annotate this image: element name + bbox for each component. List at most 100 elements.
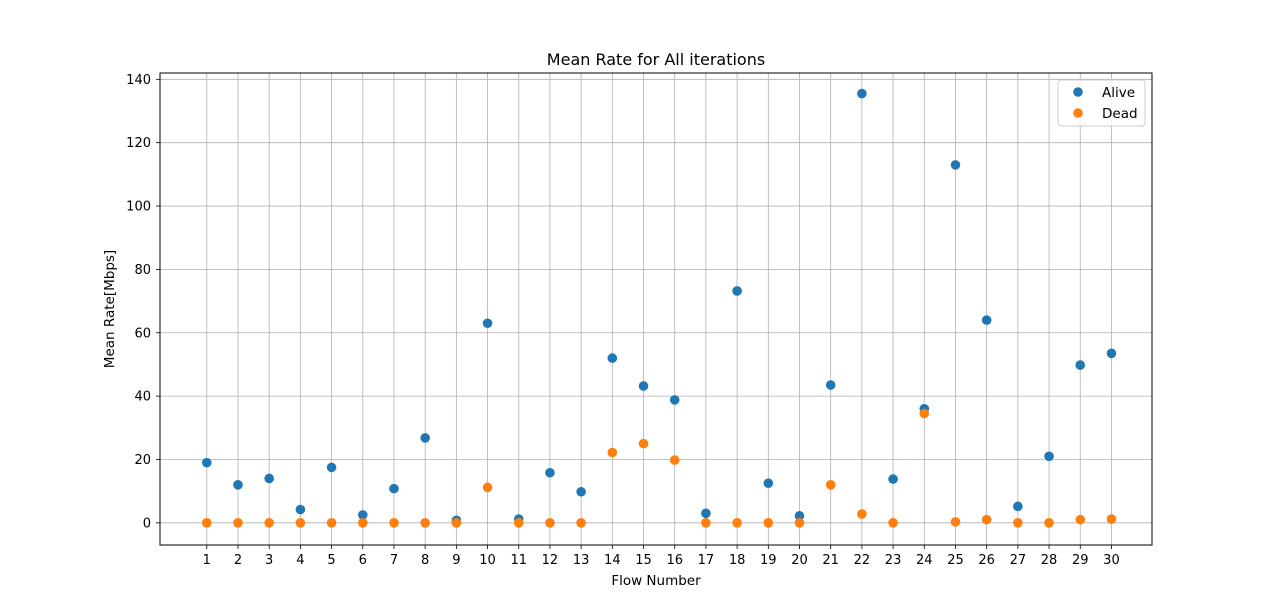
x-tick-label: 5 bbox=[327, 553, 335, 568]
dead-point bbox=[513, 518, 524, 528]
x-tick-label: 18 bbox=[729, 553, 746, 568]
alive-point bbox=[669, 395, 680, 405]
grid-lines bbox=[160, 73, 1152, 545]
x-tick-label: 27 bbox=[1010, 553, 1027, 568]
y-tick-label: 40 bbox=[134, 390, 151, 405]
dead-point bbox=[919, 408, 930, 419]
y-tick-label: 20 bbox=[134, 453, 151, 468]
y-axis-label: Mean Rate[Mbps] bbox=[102, 250, 118, 368]
dead-point bbox=[607, 447, 618, 458]
x-tick-label: 10 bbox=[479, 553, 496, 568]
alive-point bbox=[576, 486, 586, 497]
x-tick-label: 24 bbox=[916, 553, 933, 568]
dead-point bbox=[1044, 518, 1054, 528]
alive-point bbox=[950, 160, 961, 170]
alive-point bbox=[857, 88, 867, 99]
alive-point bbox=[545, 467, 555, 478]
alive-point bbox=[1044, 451, 1054, 462]
alive-point bbox=[389, 483, 399, 494]
dead-point bbox=[950, 517, 961, 527]
plot-frame bbox=[159, 72, 1153, 546]
dead-point bbox=[420, 518, 430, 528]
dead-point bbox=[576, 518, 586, 528]
alive-point bbox=[201, 457, 212, 468]
x-tick-label: 21 bbox=[822, 553, 839, 568]
dead-point bbox=[295, 518, 306, 528]
dead-point bbox=[1106, 514, 1117, 524]
alive-point bbox=[732, 286, 742, 296]
dead-point bbox=[201, 518, 212, 528]
x-axis-label: Flow Number bbox=[611, 573, 701, 589]
alive-point bbox=[295, 504, 306, 515]
legend-alive-marker bbox=[1073, 87, 1083, 97]
x-tick-label: 19 bbox=[760, 553, 777, 568]
dead-point bbox=[763, 518, 774, 528]
dead-point bbox=[701, 518, 711, 528]
y-tick-label: 140 bbox=[126, 73, 151, 88]
alive-point bbox=[888, 474, 898, 484]
legend: Alive Dead bbox=[1057, 79, 1146, 127]
alive-point bbox=[233, 480, 243, 490]
x-tick-label: 4 bbox=[296, 553, 304, 568]
y-tick-label: 120 bbox=[126, 136, 151, 151]
alive-point bbox=[981, 315, 992, 325]
dead-point bbox=[857, 509, 867, 519]
x-tick-label: 30 bbox=[1103, 553, 1120, 568]
legend-dead-label: Dead bbox=[1102, 106, 1138, 122]
x-tick-label: 6 bbox=[359, 553, 367, 568]
y-tick-label: 0 bbox=[143, 516, 151, 531]
x-tick-label: 15 bbox=[635, 553, 652, 568]
alive-point bbox=[638, 381, 649, 391]
dead-point bbox=[1075, 514, 1086, 525]
x-tick-label: 13 bbox=[573, 553, 590, 568]
y-tick-label: 60 bbox=[134, 326, 151, 341]
x-tick-label: 22 bbox=[854, 553, 871, 568]
x-tick-label: 16 bbox=[666, 553, 683, 568]
chart-title: Mean Rate for All iterations bbox=[547, 50, 765, 69]
dead-point bbox=[545, 518, 555, 528]
alive-point bbox=[1075, 360, 1086, 370]
alive-point bbox=[763, 478, 774, 489]
x-tick-label: 3 bbox=[265, 553, 273, 568]
dead-point bbox=[981, 514, 992, 525]
alive-point bbox=[357, 510, 368, 520]
alive-point bbox=[701, 508, 711, 519]
x-axis-ticks: 1 2 3 4 5 6 7 8 9 10 11 12 13 14 15 16 17 18 19 20 21 22 23 24 2… bbox=[203, 545, 1120, 568]
x-tick-label: 8 bbox=[421, 553, 429, 568]
alive-point bbox=[420, 433, 430, 443]
x-tick-label: 28 bbox=[1041, 553, 1058, 568]
dead-point bbox=[732, 518, 742, 528]
y-tick-label: 80 bbox=[134, 263, 151, 278]
y-axis-ticks: 0 20 40 60 80 100 120 140 bbox=[126, 73, 160, 531]
x-tick-label: 17 bbox=[698, 553, 715, 568]
dead-point bbox=[825, 480, 836, 490]
x-tick-label: 12 bbox=[542, 553, 559, 568]
alive-point bbox=[264, 473, 274, 484]
alive-point bbox=[1013, 501, 1023, 512]
dead-point bbox=[482, 482, 493, 493]
dead-point bbox=[264, 518, 274, 528]
dead-point bbox=[451, 518, 462, 528]
x-tick-label: 26 bbox=[978, 553, 995, 568]
dead-point bbox=[1013, 518, 1023, 528]
y-tick-label: 100 bbox=[126, 200, 151, 215]
alive-point bbox=[825, 380, 836, 390]
alive-point bbox=[794, 511, 805, 521]
x-tick-label: 14 bbox=[604, 553, 621, 568]
dead-point bbox=[638, 438, 649, 449]
alive-point bbox=[326, 462, 337, 473]
dead-point bbox=[794, 518, 805, 528]
data-points bbox=[201, 88, 1117, 528]
dead-point bbox=[888, 518, 898, 528]
x-tick-label: 23 bbox=[885, 553, 902, 568]
dead-point bbox=[357, 518, 368, 528]
dead-point bbox=[389, 518, 399, 528]
dead-point bbox=[669, 455, 680, 465]
x-tick-label: 2 bbox=[234, 553, 242, 568]
x-tick-label: 1 bbox=[203, 553, 211, 568]
dead-point bbox=[326, 518, 337, 528]
x-tick-label: 25 bbox=[947, 553, 964, 568]
dead-point bbox=[233, 518, 243, 528]
x-tick-label: 29 bbox=[1072, 553, 1089, 568]
